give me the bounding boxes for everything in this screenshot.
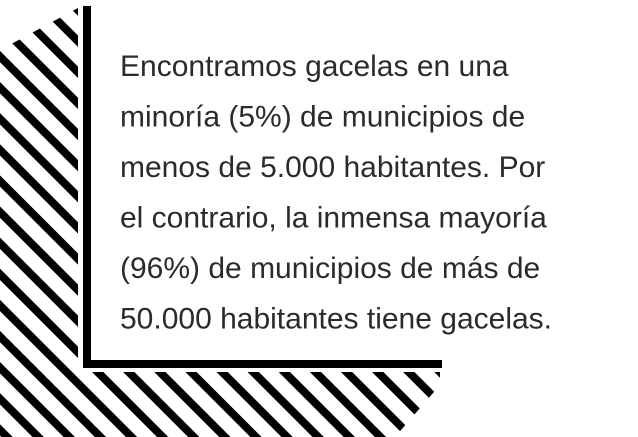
text-line: menos de 5.000 habitantes. Por <box>120 151 545 184</box>
text-line: minoría (5%) de municipios de <box>120 100 525 133</box>
text-line: (96%) de municipios de más de <box>120 252 540 285</box>
paragraph: Encontramos gacelas en una minoría (5%) d… <box>120 50 552 336</box>
text-line: Encontramos gacelas en una <box>120 50 509 83</box>
text-line: el contrario, la inmensa mayoría <box>120 201 547 234</box>
graphic: Encontramos gacelas en una minoría (5%) d… <box>0 0 638 437</box>
text-line: 50.000 habitantes tiene gacelas. <box>120 302 552 335</box>
page: {"text": {"lines": [ "Encontramos gacela… <box>0 0 638 437</box>
